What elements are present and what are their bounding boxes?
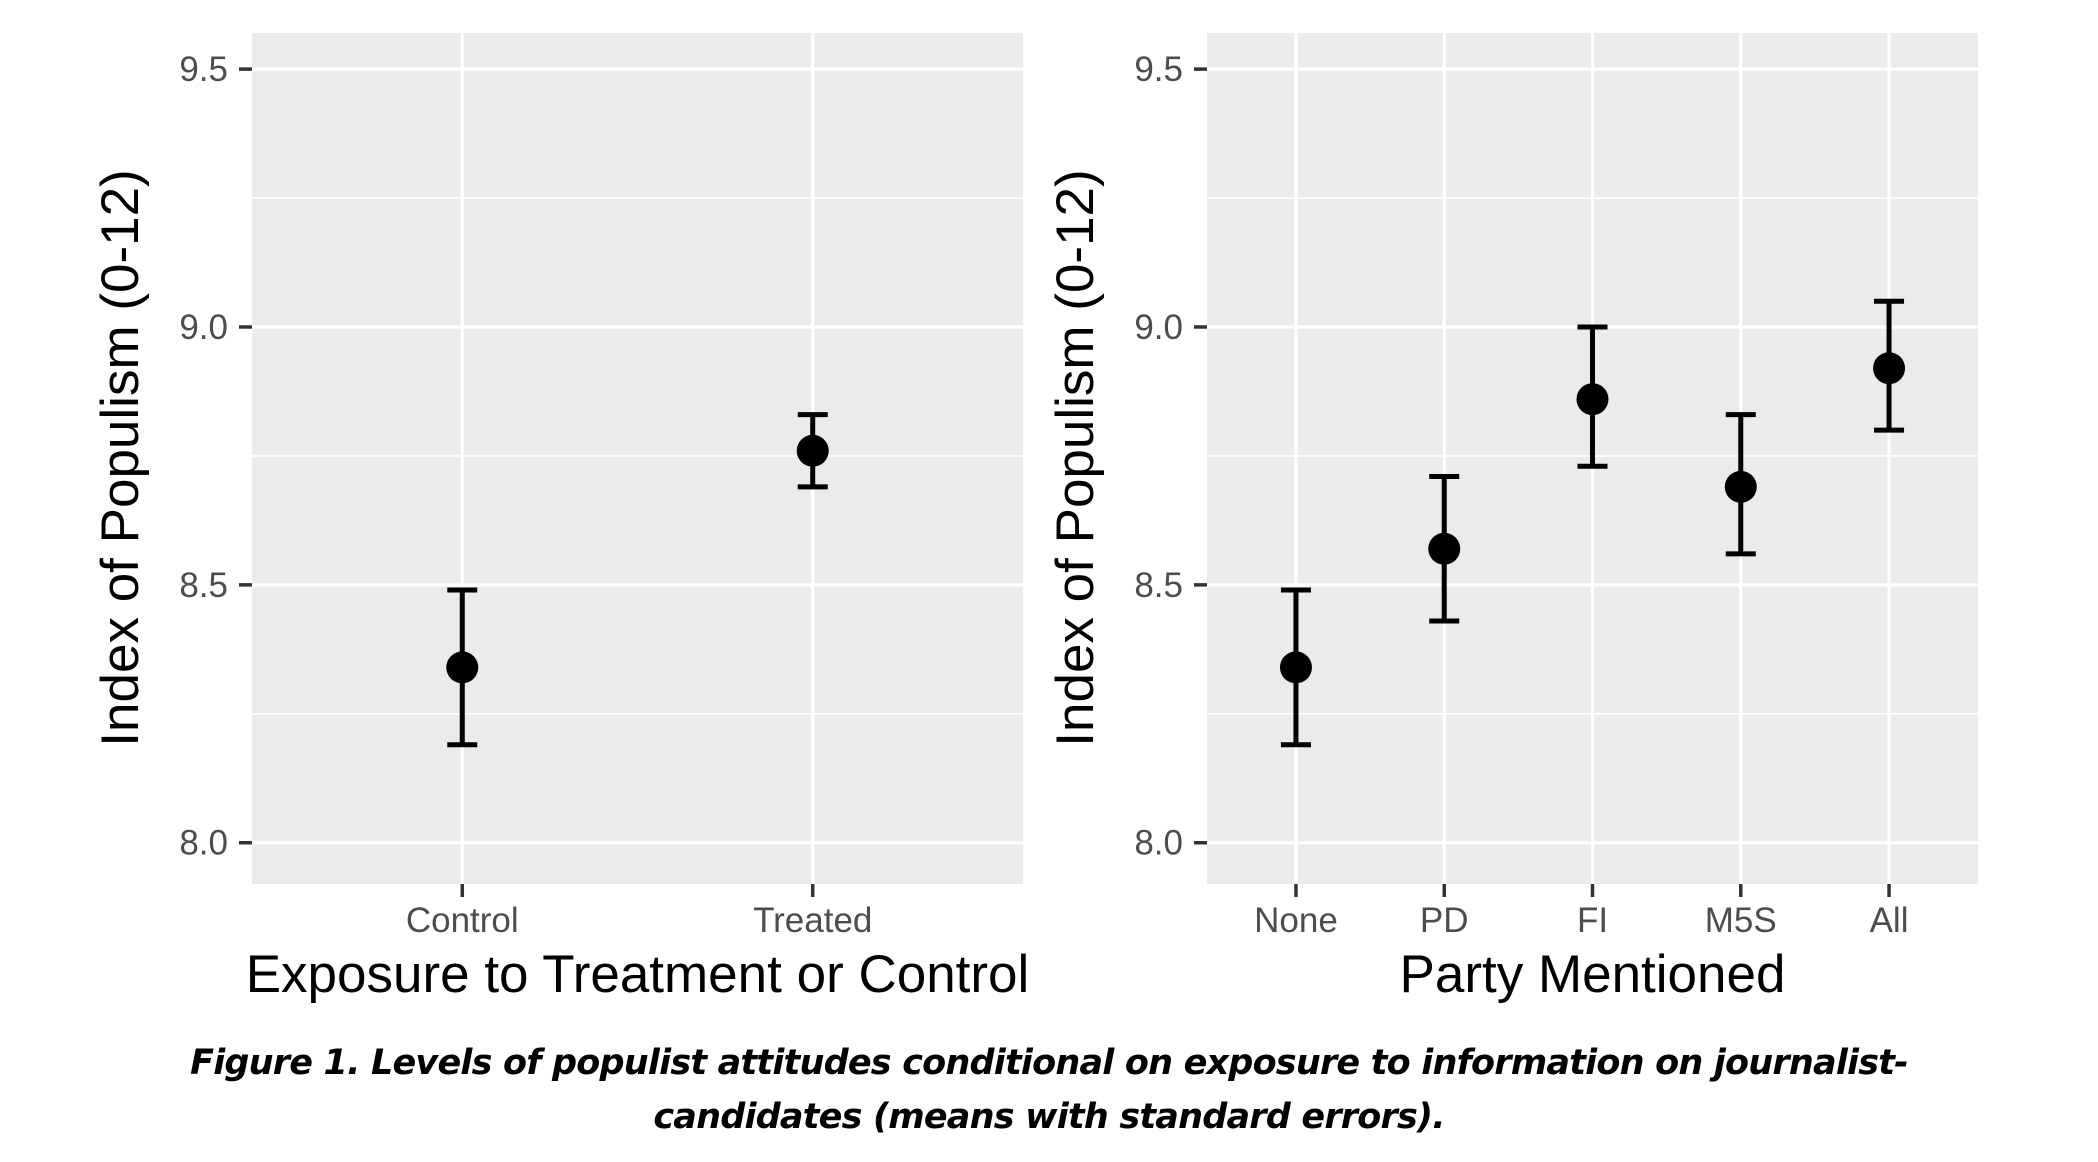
y-axis-title-right: Index of Populism (0-12) <box>1046 169 1105 746</box>
point-m5s <box>1724 470 1757 503</box>
x-axis-title-right: Party Mentioned <box>1400 945 1786 1004</box>
point-pd <box>1428 532 1461 565</box>
x-axis-title-left: Exposure to Treatment or Control <box>246 945 1030 1004</box>
y-tick-label: 9.0 <box>1134 308 1183 347</box>
chart-svg: 8.0 8.5 9.0 9.5 Control Treated Exposure to Tr… <box>91 33 1978 1004</box>
y-tick-label: 8.5 <box>1134 566 1183 605</box>
panel-background-left <box>252 33 1023 884</box>
figure-caption: Figure 1. Levels of populist attitudes c… <box>0 1036 2098 1144</box>
y-tick-label: 9.0 <box>179 308 228 347</box>
y-axis-title-left: Index of Populism (0-12) <box>91 169 150 746</box>
y-tick-label: 9.5 <box>179 50 228 89</box>
figure-caption-line-1: Figure 1. Levels of populist attitudes c… <box>190 1043 1909 1083</box>
figure-caption-line-2: candidates (means with standard errors). <box>653 1097 1445 1137</box>
point-treated <box>796 434 829 467</box>
point-fi <box>1576 383 1609 416</box>
x-tick-label-fi: FI <box>1577 901 1608 940</box>
x-tick-label-control: Control <box>406 901 519 940</box>
y-tick-label: 8.0 <box>1134 824 1183 863</box>
y-tick-label: 8.5 <box>179 566 228 605</box>
point-none <box>1279 651 1312 684</box>
point-control <box>446 651 479 684</box>
x-tick-label-all: All <box>1870 901 1909 940</box>
x-tick-label-treated: Treated <box>753 901 872 940</box>
y-tick-label: 9.5 <box>1134 50 1183 89</box>
x-tick-label-m5s: M5S <box>1705 901 1777 940</box>
y-tick-label: 8.0 <box>179 824 228 863</box>
point-all <box>1873 352 1906 385</box>
x-tick-label-pd: PD <box>1420 901 1469 940</box>
x-tick-label-none: None <box>1254 901 1338 940</box>
